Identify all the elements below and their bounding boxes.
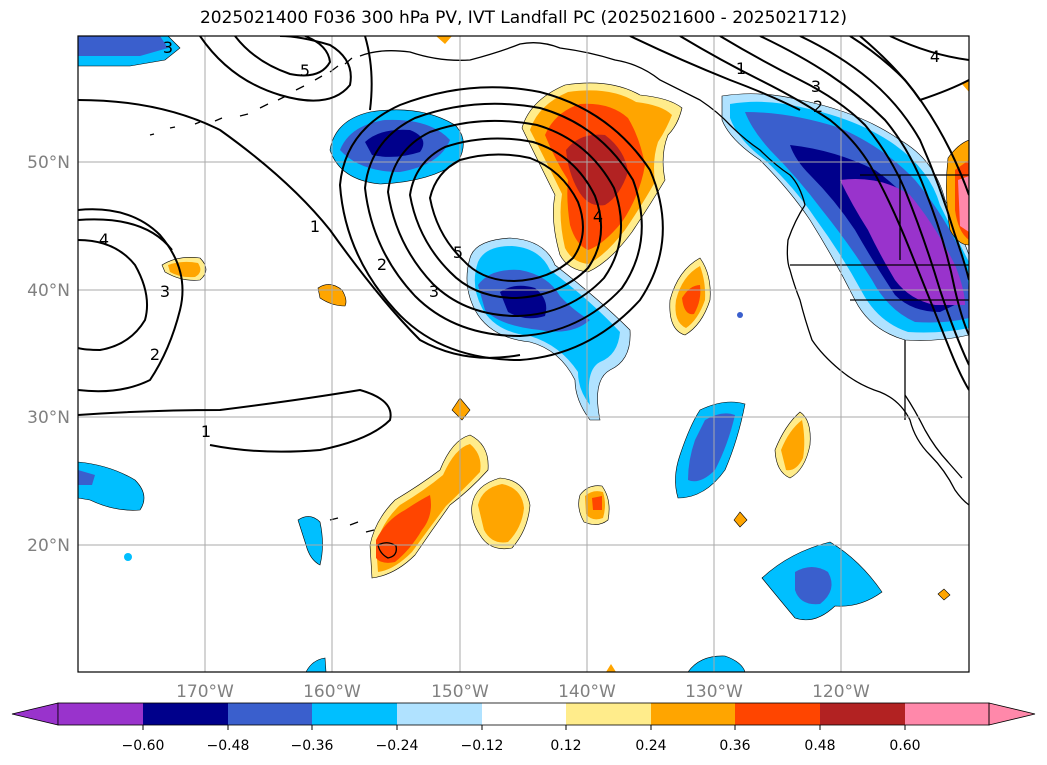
contour-label: 4 <box>593 207 603 226</box>
plot-frame <box>77 35 970 673</box>
contour-label: 4 <box>930 47 940 66</box>
latitude-labels: 50°N 40°N 30°N 20°N <box>27 153 70 556</box>
pv-contours <box>78 36 969 453</box>
contour-label: 2 <box>150 345 160 364</box>
map-title: 2025021400 F036 300 hPa PV, IVT Landfall… <box>199 8 847 28</box>
lat-label: 30°N <box>27 408 70 428</box>
colorbar-segment <box>397 703 482 725</box>
lat-label: 50°N <box>27 153 70 173</box>
colorbar-tick-label: −0.48 <box>207 738 250 754</box>
contour-label: 3 <box>429 282 439 301</box>
colorbar-tick-label: −0.60 <box>122 738 165 754</box>
lat-label: 40°N <box>27 281 70 301</box>
lon-label: 120°W <box>812 682 870 702</box>
contour-label: 2 <box>377 255 387 274</box>
lon-label: 160°W <box>303 682 361 702</box>
lon-label: 140°W <box>558 682 616 702</box>
contour-label: 1 <box>310 217 320 236</box>
colorbar-segment <box>58 703 143 725</box>
gridlines <box>78 36 969 672</box>
contour-label: 3 <box>811 77 821 96</box>
colorbar-segment <box>735 703 820 725</box>
colorbar-tick-label: 0.24 <box>635 738 666 754</box>
colorbar-segment <box>905 703 989 725</box>
longitude-labels: 170°W 160°W 150°W 140°W 130°W 120°W <box>176 682 870 702</box>
negative-anomaly-fills <box>78 36 969 672</box>
colorbar: −0.60 −0.48 −0.36 −0.24 −0.12 0.12 0.24 … <box>11 702 1036 754</box>
colorbar-tick-label: −0.24 <box>376 738 419 754</box>
lon-label: 150°W <box>431 682 489 702</box>
colorbar-tick-label: 0.12 <box>550 738 581 754</box>
colorbar-segment <box>566 703 651 725</box>
colorbar-tick-label: 0.48 <box>804 738 835 754</box>
colorbar-segment <box>482 703 566 725</box>
colorbar-segment <box>651 703 735 725</box>
contour-label: 3 <box>163 38 173 57</box>
colorbar-segment <box>820 703 905 725</box>
colorbar-tick-label: −0.12 <box>461 738 504 754</box>
contour-label: 3 <box>160 282 170 301</box>
colorbar-tick-label: 0.36 <box>719 738 750 754</box>
colorbar-segment <box>228 703 312 725</box>
colorbar-extend-max <box>988 702 1036 726</box>
contour-label: 2 <box>813 97 823 116</box>
contour-label: 1 <box>201 422 211 441</box>
lon-label: 170°W <box>176 682 234 702</box>
contour-label: 5 <box>300 61 310 80</box>
colorbar-segment <box>312 703 397 725</box>
colorbar-tick-label: −0.36 <box>291 738 334 754</box>
colorbar-extend-min <box>11 702 59 726</box>
contour-label: 1 <box>736 59 746 78</box>
colorbar-tick-label: 0.60 <box>889 738 920 754</box>
contour-label: 4 <box>99 230 109 249</box>
contour-labels: 3 5 4 3 2 1 2 3 5 4 1 3 2 1 4 <box>99 38 940 441</box>
positive-anomaly-fills <box>161 36 969 672</box>
plot-area: 3 5 4 3 2 1 2 3 5 4 1 3 2 1 4 <box>78 36 969 672</box>
contour-label: 5 <box>453 243 463 262</box>
lat-label: 20°N <box>27 536 70 556</box>
coastlines <box>149 42 969 559</box>
colorbar-segment <box>143 703 228 725</box>
lon-label: 130°W <box>685 682 743 702</box>
